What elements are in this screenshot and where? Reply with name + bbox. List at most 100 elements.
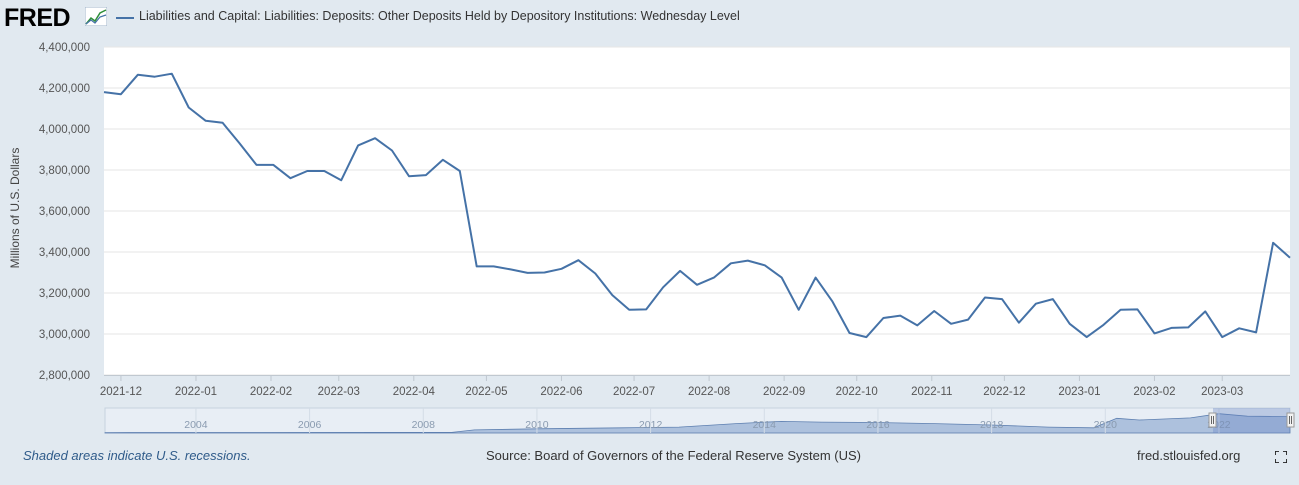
- data-point[interactable]: [1117, 306, 1125, 314]
- data-point[interactable]: [151, 73, 159, 81]
- data-point[interactable]: [388, 147, 396, 155]
- data-point[interactable]: [303, 167, 311, 175]
- data-point[interactable]: [422, 171, 430, 179]
- data-point[interactable]: [439, 156, 447, 164]
- data-point[interactable]: [1235, 324, 1243, 332]
- data-point[interactable]: [608, 291, 616, 299]
- data-point[interactable]: [659, 283, 667, 291]
- y-tick-label: 3,600,000: [39, 206, 90, 218]
- data-point[interactable]: [371, 134, 379, 142]
- data-point[interactable]: [727, 259, 735, 267]
- recession-note: Shaded areas indicate U.S. recessions.: [23, 448, 251, 463]
- data-point[interactable]: [693, 281, 701, 289]
- x-axis-ticks: 2021-12 2022-01 2022-02 2022-03 2022-04 2022-…: [100, 375, 1290, 398]
- data-point[interactable]: [507, 265, 515, 273]
- navigator-tick-label: 2016: [866, 419, 890, 431]
- data-point[interactable]: [541, 269, 549, 277]
- data-point[interactable]: [642, 305, 650, 313]
- data-point[interactable]: [117, 90, 125, 98]
- data-point[interactable]: [1083, 333, 1091, 341]
- data-point[interactable]: [1100, 321, 1108, 329]
- data-point[interactable]: [1218, 333, 1226, 341]
- data-point[interactable]: [269, 161, 277, 169]
- data-point[interactable]: [862, 333, 870, 341]
- data-point[interactable]: [320, 167, 328, 175]
- data-point[interactable]: [1150, 329, 1158, 337]
- data-point[interactable]: [879, 314, 887, 322]
- navigator-selection[interactable]: [1213, 408, 1290, 433]
- navigator-tick-label: 2012: [639, 419, 663, 431]
- data-point[interactable]: [1201, 307, 1209, 315]
- data-point[interactable]: [676, 267, 684, 275]
- x-tick-label: 2022-10: [836, 386, 878, 398]
- data-point[interactable]: [964, 316, 972, 324]
- data-point[interactable]: [1184, 323, 1192, 331]
- navigator-handle-left[interactable]: [1208, 412, 1217, 428]
- data-point[interactable]: [829, 298, 837, 306]
- x-tick-label: 2022-08: [688, 386, 730, 398]
- data-point[interactable]: [405, 172, 413, 180]
- data-point[interactable]: [219, 119, 227, 127]
- x-tick-label: 2022-05: [465, 386, 507, 398]
- data-point[interactable]: [981, 294, 989, 302]
- data-point[interactable]: [574, 256, 582, 264]
- data-point[interactable]: [744, 257, 752, 265]
- fullscreen-icon[interactable]: [1275, 451, 1287, 463]
- data-point[interactable]: [456, 167, 464, 175]
- data-point[interactable]: [913, 321, 921, 329]
- fred-logo-graph-icon[interactable]: [85, 7, 107, 26]
- data-point[interactable]: [896, 312, 904, 320]
- data-point[interactable]: [625, 306, 633, 314]
- navigator-tick-label: 2006: [298, 419, 322, 431]
- series-line[interactable]: [100, 70, 1294, 341]
- data-point[interactable]: [1269, 239, 1277, 247]
- data-point[interactable]: [100, 88, 108, 96]
- navigator-tick-label: 2014: [753, 419, 777, 431]
- data-point[interactable]: [337, 176, 345, 184]
- y-tick-label: 3,000,000: [39, 329, 90, 341]
- fred-logo[interactable]: FRED: [4, 4, 71, 32]
- data-point[interactable]: [591, 270, 599, 278]
- data-point[interactable]: [557, 265, 565, 273]
- fred-url-link[interactable]: fred.stlouisfed.org: [1137, 448, 1241, 463]
- navigator-tick-label: 2010: [525, 419, 549, 431]
- data-point[interactable]: [1134, 305, 1142, 313]
- series-path[interactable]: [103, 72, 1291, 339]
- data-point[interactable]: [998, 295, 1006, 303]
- navigator-tick-label: 2018: [980, 419, 1004, 431]
- data-point[interactable]: [795, 306, 803, 314]
- data-point[interactable]: [524, 269, 532, 277]
- chart-area[interactable]: 2,800,000 3,000,000 3,200,000 3,400,000 3,60…: [0, 36, 1299, 436]
- data-point[interactable]: [1252, 328, 1260, 336]
- x-tick-label: 2022-12: [983, 386, 1025, 398]
- data-point[interactable]: [1032, 300, 1040, 308]
- data-point[interactable]: [354, 141, 362, 149]
- navigator-handle-right[interactable]: [1286, 412, 1295, 428]
- data-point[interactable]: [1167, 324, 1175, 332]
- data-point[interactable]: [947, 320, 955, 328]
- data-point[interactable]: [168, 70, 176, 78]
- navigator-tick-label: 2020: [1094, 419, 1118, 431]
- data-point[interactable]: [1066, 320, 1074, 328]
- data-point[interactable]: [252, 161, 260, 169]
- data-point[interactable]: [490, 262, 498, 270]
- data-point[interactable]: [812, 274, 820, 282]
- data-point[interactable]: [710, 274, 718, 282]
- data-point[interactable]: [202, 117, 210, 125]
- data-point[interactable]: [761, 261, 769, 269]
- x-tick-label: 2021-12: [100, 386, 142, 398]
- data-point[interactable]: [1049, 295, 1057, 303]
- data-point[interactable]: [473, 262, 481, 270]
- y-tick-label: 3,400,000: [39, 247, 90, 259]
- data-point[interactable]: [185, 103, 193, 111]
- data-point[interactable]: [930, 307, 938, 315]
- data-point[interactable]: [1286, 254, 1294, 262]
- data-point[interactable]: [778, 274, 786, 282]
- data-point[interactable]: [1015, 319, 1023, 327]
- navigator[interactable]: 2004200620082010201220142016201820202022: [104, 407, 1295, 434]
- legend-series-label[interactable]: Liabilities and Capital: Liabilities: De…: [139, 9, 740, 23]
- data-point[interactable]: [286, 174, 294, 182]
- data-point[interactable]: [845, 329, 853, 337]
- data-point[interactable]: [236, 139, 244, 147]
- data-point[interactable]: [134, 71, 142, 79]
